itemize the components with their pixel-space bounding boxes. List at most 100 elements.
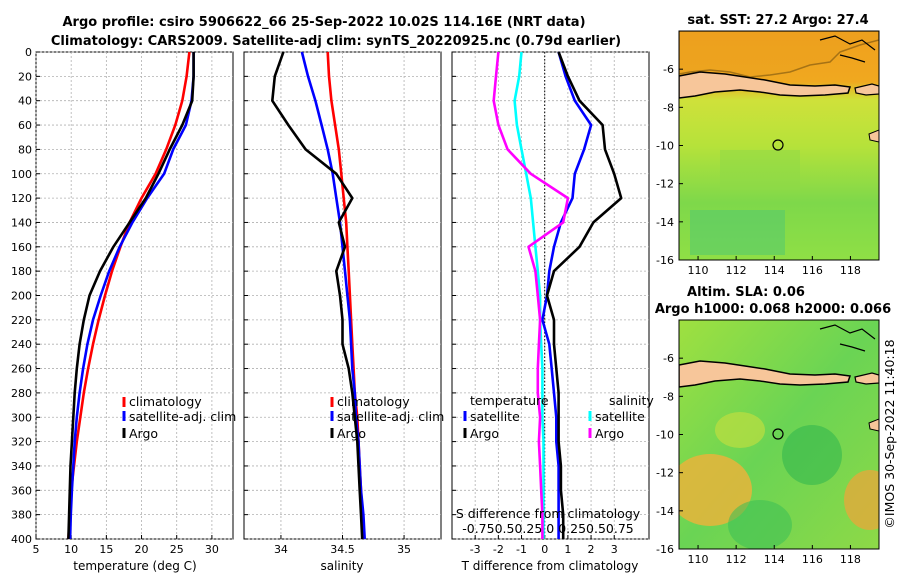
x-tick-label: -3: [470, 543, 481, 556]
map-y-tick-label: -12: [656, 467, 674, 480]
x-tick-label: 25: [170, 543, 184, 556]
sla-land-java: [679, 360, 851, 388]
x-tick-label: 20: [135, 543, 149, 556]
map-y-tick-label: -12: [656, 178, 674, 191]
x-tick-label: 1: [564, 543, 571, 556]
legend-title-temperature: temperature: [470, 393, 549, 408]
imos-watermark: ©IMOS 30-Sep-2022 11:40:18: [882, 339, 897, 528]
sla-coast-detail: [819, 324, 876, 352]
sla-map-title: Altim. SLA: 0.06: [687, 285, 805, 300]
y-tick-label: 280: [11, 387, 32, 400]
map-y-tick-label: -6: [663, 63, 674, 76]
sla-mid-patch: [715, 412, 765, 448]
y-tick-label: 160: [11, 241, 32, 254]
x-tick-label: 15: [99, 543, 113, 556]
map-y-tick-label: -16: [656, 543, 674, 556]
sla-argo-marker: [772, 428, 784, 440]
sla-map-subtitle: Argo h1000: 0.068 h2000: 0.066: [655, 302, 891, 317]
legend-label-s-satellite: satellite: [595, 409, 645, 424]
x-tick-label: 35: [397, 543, 411, 556]
map-y-tick-label: -14: [656, 216, 674, 229]
map-x-tick-label: 114: [764, 264, 785, 277]
y-tick-label: 40: [18, 95, 32, 108]
map-y-tick-label: -10: [656, 429, 674, 442]
legend-label-satellite: satellite-adj. clim: [337, 409, 444, 424]
sst-argo-marker: [772, 139, 784, 151]
map-y-tick-label: -8: [663, 390, 674, 403]
map-y-tick-label: -16: [656, 254, 674, 267]
y-tick-label: 0: [25, 46, 32, 59]
y-tick-label: 360: [11, 484, 32, 497]
series-line-satellite-adj-clim: [68, 52, 195, 540]
legend-label-climatology: climatology: [129, 394, 202, 409]
map-x-tick-label: 114: [764, 553, 785, 566]
x-tick-label: 34.5: [330, 543, 355, 556]
series-line-s-satellite: [513, 51, 545, 539]
figure-title-line2: Climatology: CARS2009. Satellite-adj cli…: [51, 34, 621, 49]
s-difference-label: S difference from climatology: [456, 506, 641, 521]
map-x-tick-label: 112: [726, 264, 747, 277]
map-x-tick-label: 116: [802, 553, 823, 566]
y-tick-label: 260: [11, 363, 32, 376]
x-tick-label: 2: [588, 543, 595, 556]
x-tick-label: -2: [493, 543, 504, 556]
sla-low-center: [782, 425, 842, 485]
legend-label-t-argo: Argo: [470, 426, 499, 441]
sla-map-panel: Altim. SLA: 0.06 Argo h1000: 0.068 h2000…: [655, 285, 891, 566]
y-tick-label: 380: [11, 509, 32, 522]
legend-label-satellite: satellite-adj. clim: [129, 409, 236, 424]
difference-panel: -3 -2 -1 0 1 2 3 T difference from climatology…: [451, 51, 654, 573]
y-tick-label: 100: [11, 168, 32, 181]
map-x-tick-label: 118: [840, 553, 861, 566]
difference-legend: temperature satellite Argo salinity sate…: [463, 393, 654, 441]
legend-title-salinity: salinity: [609, 393, 654, 408]
x-tick-label: -1: [516, 543, 527, 556]
y-tick-label: 300: [11, 411, 32, 424]
y-tick-label: 80: [18, 143, 32, 156]
y-tick-label: 200: [11, 290, 32, 303]
sla-warm-eddy-east: [844, 470, 879, 530]
y-tick-label: 60: [18, 119, 32, 132]
legend-label-climatology: climatology: [337, 394, 410, 409]
sla-land-islands: [854, 372, 879, 385]
figure-title-line1: Argo profile: csiro 5906622_66 25-Sep-20…: [62, 15, 585, 30]
legend-label-argo: Argo: [337, 426, 366, 441]
salinity-legend: climatology satellite-adj. clim Argo: [330, 394, 444, 441]
sla-warm-eddy-west: [679, 454, 752, 526]
series-line-s-argo: [492, 51, 570, 539]
temperature-legend: climatology satellite-adj. clim Argo: [122, 394, 236, 441]
y-tick-label: 240: [11, 338, 32, 351]
sla-land-south: [868, 418, 879, 432]
x-tick-label: 5: [33, 543, 40, 556]
map-x-tick-label: 112: [726, 553, 747, 566]
legend-label-t-satellite: satellite: [470, 409, 520, 424]
x-tick-label: 3: [611, 543, 618, 556]
x-tick-label: 10: [64, 543, 78, 556]
sst-cool-patch-2: [720, 150, 800, 190]
sst-map-panel: sat. SST: 27.2 Argo: 27.4 110 112 114 116 11…: [656, 13, 880, 277]
legend-label-argo: Argo: [129, 426, 158, 441]
series-line-t-argo: [545, 51, 623, 539]
series-line-argo: [67, 52, 195, 540]
y-tick-label: 220: [11, 314, 32, 327]
map-y-tick-label: -10: [656, 140, 674, 153]
x-tick-label: 30: [205, 543, 219, 556]
salinity-panel: 34 34.5 35 salinity climatology satellite-…: [243, 51, 444, 573]
sla-low-south: [728, 500, 792, 549]
y-tick-label: 120: [11, 192, 32, 205]
sst-map-title: sat. SST: 27.2 Argo: 27.4: [687, 13, 868, 28]
map-x-tick-label: 116: [802, 264, 823, 277]
sst-land-java: [679, 71, 851, 99]
map-x-tick-label: 110: [688, 553, 709, 566]
salinity-xlabel: salinity: [320, 559, 363, 573]
map-y-tick-label: -8: [663, 101, 674, 114]
map-x-tick-label: 110: [688, 264, 709, 277]
temperature-xlabel: temperature (deg C): [73, 559, 196, 573]
temperature-panel: 0 20 40 60 80 100 120 140 160 180 200 220 240 260 280 3…: [11, 46, 236, 573]
map-x-tick-label: 118: [840, 264, 861, 277]
y-tick-label: 320: [11, 436, 32, 449]
s-difference-ticks: -0.750.50.25 0 0.250.50.75: [462, 521, 634, 536]
y-tick-label: 400: [11, 533, 32, 546]
x-tick-label: 34: [274, 543, 288, 556]
